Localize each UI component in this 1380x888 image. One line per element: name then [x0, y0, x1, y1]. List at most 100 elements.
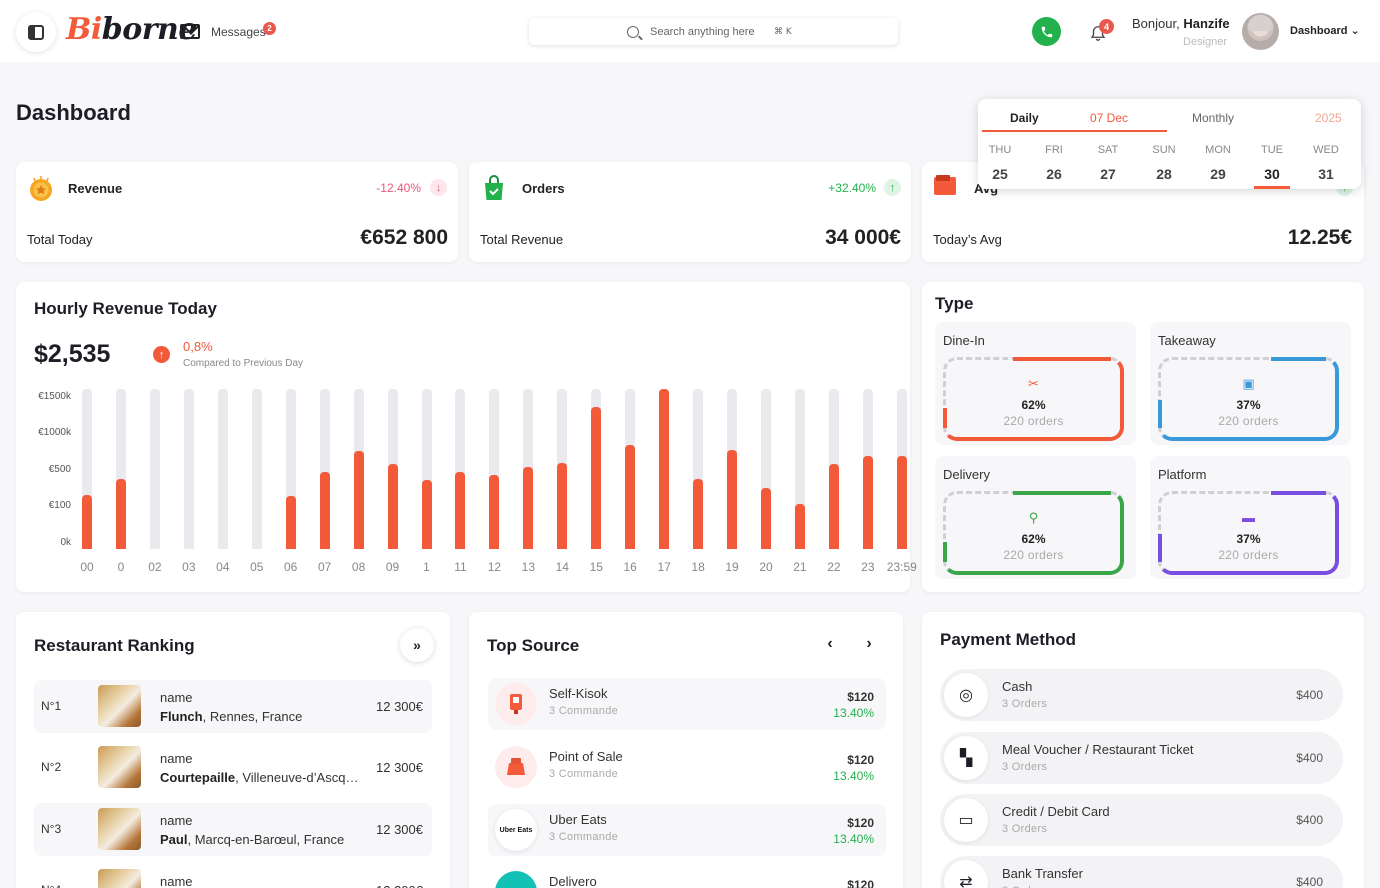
stat-change: +32.40%	[828, 181, 876, 195]
day-number[interactable]: 29	[1210, 166, 1226, 182]
prev-button[interactable]: ‹	[816, 630, 844, 658]
progress-fill-top	[1271, 357, 1326, 361]
progress-fill-top	[1271, 491, 1326, 495]
day-number[interactable]: 26	[1046, 166, 1062, 182]
stat-sub: Today’s Avg	[933, 232, 1002, 247]
progress-ring: ⚲ 62% 220 orders	[943, 491, 1124, 575]
next-button[interactable]: ›	[855, 630, 883, 658]
day-number[interactable]: 30	[1264, 166, 1280, 182]
rank-number: N°2	[41, 760, 62, 774]
tab-monthly[interactable]: Monthly	[1192, 111, 1235, 125]
type-delivery-box[interactable]: Delivery ⚲ 62% 220 orders	[935, 456, 1136, 579]
panel-title: Hourly Revenue Today	[34, 299, 217, 318]
expand-button[interactable]: »	[400, 628, 434, 662]
bar[interactable]	[82, 495, 92, 549]
dashboard-dropdown[interactable]: Dashboard ⌄	[1290, 25, 1360, 37]
bar[interactable]	[591, 407, 602, 549]
payment-orders: 3 Orders	[1002, 885, 1047, 888]
bar-track	[693, 389, 704, 549]
bar[interactable]	[693, 479, 704, 549]
bar[interactable]	[455, 472, 466, 549]
list-item[interactable]: ▭ Credit / Debit Card 3 Orders $400	[940, 794, 1343, 846]
list-item[interactable]: Point of Sale 3 Commande $120 13.40%	[488, 741, 886, 793]
search-input[interactable]	[650, 25, 768, 38]
bar[interactable]	[896, 456, 907, 549]
active-tab-underline	[982, 130, 1167, 132]
table-row[interactable]: N°4 name 12 300€	[34, 864, 432, 888]
bar[interactable]	[862, 456, 873, 549]
table-row[interactable]: N°1 name Flunch, Rennes, France 12 300€	[34, 680, 432, 733]
brand-logo[interactable]: Biborne	[66, 12, 197, 47]
date-picker: Daily 07 Dec Monthly 2025 THU 25 FRI 26 SAT 2…	[978, 99, 1361, 189]
bar-track	[251, 389, 262, 549]
restaurant-location: Flunch, Rennes, France	[160, 709, 360, 724]
bar[interactable]	[353, 451, 364, 549]
bar[interactable]	[523, 467, 534, 549]
daily-date[interactable]: 07 Dec	[1090, 111, 1129, 125]
list-item[interactable]: ⇄ Bank Transfer 3 Orders $400	[940, 856, 1343, 888]
type-dine-in-box[interactable]: Dine-In ✂ 62% 220 orders	[935, 322, 1136, 445]
bar[interactable]	[625, 445, 636, 549]
bar[interactable]	[319, 472, 330, 549]
payment-name: Cash	[1002, 679, 1033, 694]
type-label: Delivery	[943, 467, 990, 482]
bar[interactable]	[285, 496, 296, 549]
source-amount: $120	[847, 816, 874, 830]
bar[interactable]	[421, 480, 432, 549]
table-row[interactable]: N°3 name Paul, Marcq-en-Barœul, France 12 3…	[34, 803, 432, 856]
bar[interactable]	[387, 464, 398, 549]
list-item[interactable]: Uber Eats Uber Eats 3 Commande $120 13.40%	[488, 804, 886, 856]
x-tick-label: 18	[691, 560, 705, 574]
x-tick-label: 23	[861, 560, 875, 574]
source-name: Self-Kisok	[549, 686, 608, 701]
day-number[interactable]: 28	[1156, 166, 1172, 182]
avatar[interactable]	[1242, 13, 1279, 50]
day-name: THU	[988, 144, 1012, 156]
table-row[interactable]: N°2 name Courtepaille, Villeneuve-d’Ascq, …	[34, 741, 432, 794]
day-number[interactable]: 25	[992, 166, 1008, 182]
restaurant-thumbnail	[98, 685, 141, 727]
restaurant-brand: Paul	[160, 832, 188, 847]
x-tick-label: 23:59	[886, 560, 917, 574]
source-orders: 3 Commande	[549, 831, 619, 843]
x-tick-label: 21	[793, 560, 807, 574]
source-name: Point of Sale	[549, 749, 623, 764]
sidebar-icon	[28, 24, 44, 40]
type-label: Dine-In	[943, 333, 985, 348]
type-platform-box[interactable]: Platform ▬ 37% 220 orders	[1150, 456, 1351, 579]
progress-fill-left	[943, 542, 947, 562]
phone-button[interactable]	[1032, 17, 1061, 46]
bar[interactable]	[115, 479, 126, 549]
bar-track	[761, 389, 771, 549]
bar[interactable]	[727, 450, 738, 549]
bar[interactable]	[489, 475, 500, 549]
list-item[interactable]: Self-Kisok 3 Commande $120 13.40%	[488, 678, 886, 730]
payment-name: Bank Transfer	[1002, 866, 1083, 881]
bar-track	[455, 389, 466, 549]
greeting: Bonjour, Hanzife	[1132, 16, 1230, 31]
monthly-year[interactable]: 2025	[1315, 111, 1342, 125]
type-takeaway-box[interactable]: Takeaway ▣ 37% 220 orders	[1150, 322, 1351, 445]
type-orders: 220 orders	[1003, 414, 1064, 428]
bar[interactable]	[794, 504, 805, 549]
bar[interactable]	[761, 488, 771, 549]
list-item[interactable]: ▚ Meal Voucher / Restaurant Ticket 3 Order…	[940, 732, 1343, 784]
mail-icon[interactable]	[180, 24, 200, 39]
list-item[interactable]: ◎ Cash 3 Orders $400	[940, 669, 1343, 721]
bar[interactable]	[557, 463, 568, 549]
shopping-bag-icon	[485, 175, 503, 200]
coins-icon: ◎	[944, 673, 988, 717]
bar-track	[217, 389, 228, 549]
day-number[interactable]: 27	[1100, 166, 1116, 182]
sidebar-toggle-button[interactable]	[16, 12, 56, 52]
payment-amount: $400	[1296, 875, 1323, 888]
uber-eats-logo-text: Uber Eats	[499, 826, 533, 834]
messages-link[interactable]: Messages	[211, 25, 266, 39]
bar-track	[82, 389, 92, 549]
tab-daily[interactable]: Daily	[1010, 111, 1039, 125]
bar[interactable]	[659, 389, 670, 549]
day-number[interactable]: 31	[1318, 166, 1334, 182]
search-bar[interactable]: ⌘ K	[529, 18, 898, 45]
bar[interactable]	[828, 464, 839, 549]
